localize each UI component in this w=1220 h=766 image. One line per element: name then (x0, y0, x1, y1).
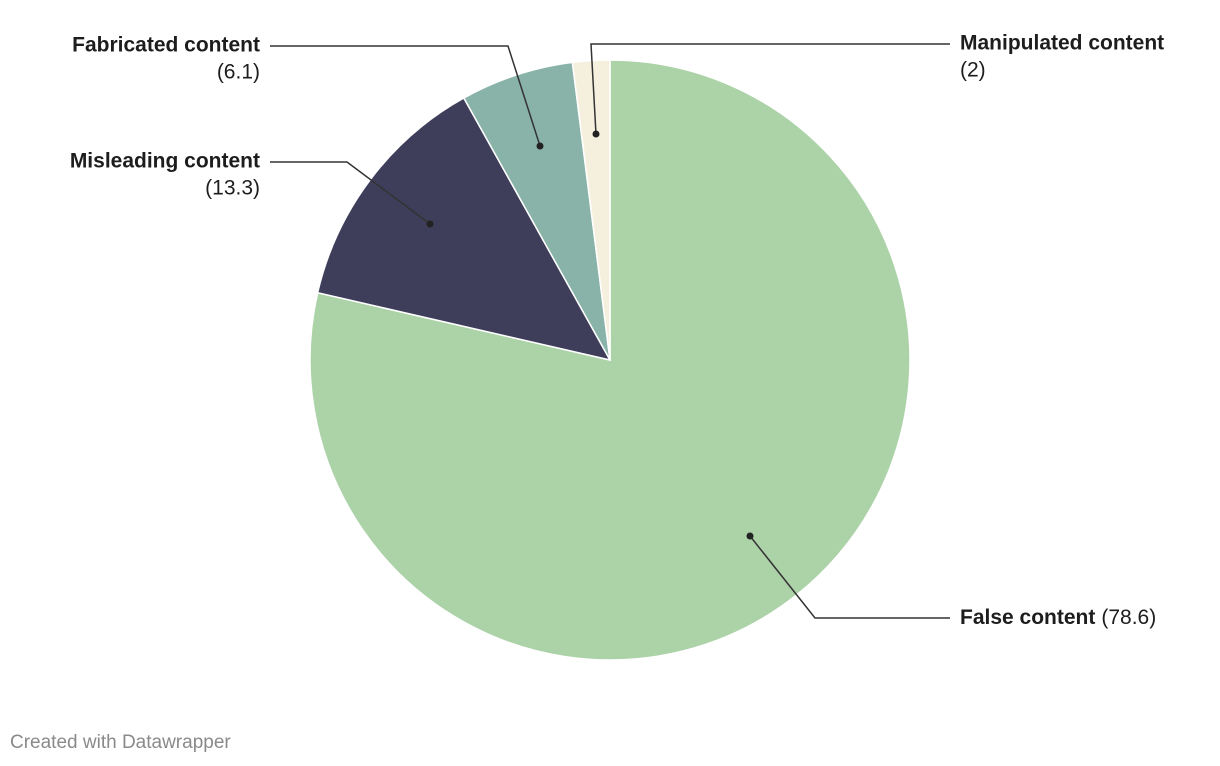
leader-line (749, 535, 950, 619)
footer: Created with Datawrapper (10, 732, 231, 753)
value-label: (13.3) (205, 177, 260, 200)
category-label: Manipulated content (960, 32, 1164, 55)
leader-line (590, 43, 950, 135)
pie-slice (571, 59, 611, 361)
value-label: (2) (960, 59, 986, 82)
leader-dot (536, 142, 544, 150)
category-label: Misleading content (70, 150, 260, 173)
leader-line (270, 161, 431, 225)
leader-dot (746, 532, 754, 540)
category-label: False content (960, 606, 1095, 629)
leader-dot (592, 130, 600, 138)
slice-label: False content (78.6) (960, 606, 1156, 629)
category-label: Fabricated content (72, 34, 260, 57)
value-label: (6.1) (217, 61, 260, 84)
leader-dot (426, 220, 434, 228)
leader-line (270, 45, 541, 147)
value-label: (78.6) (1101, 606, 1156, 629)
